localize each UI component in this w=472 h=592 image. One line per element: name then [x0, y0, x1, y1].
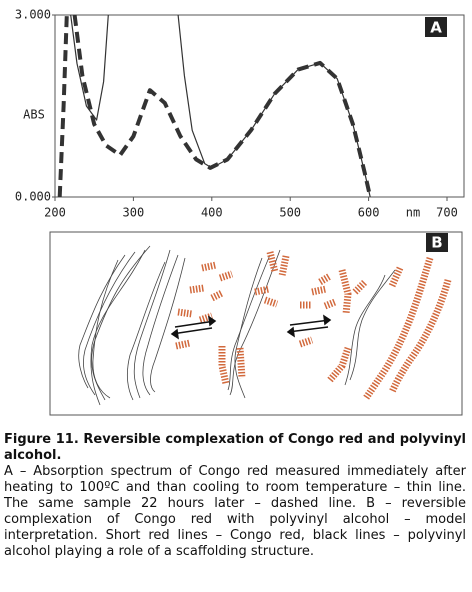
- x-axis-label: nm: [406, 206, 420, 220]
- dye: [338, 269, 352, 315]
- dye: [388, 266, 404, 288]
- dye-molecules: [175, 251, 452, 400]
- x-tick-label: 400: [201, 206, 223, 220]
- dye: [198, 312, 214, 324]
- chain: [133, 249, 171, 399]
- dye: [352, 279, 368, 295]
- dye: [201, 261, 217, 272]
- dye: [327, 346, 352, 383]
- chain: [90, 249, 146, 406]
- panel-label: B: [431, 234, 442, 252]
- y-tick-label: 0.000: [15, 190, 51, 204]
- chain: [78, 254, 126, 389]
- arrow: [174, 320, 216, 328]
- chain: [227, 254, 271, 391]
- x-tick-label: 700: [436, 206, 458, 220]
- dye: [318, 272, 332, 286]
- panel-label-box: [426, 233, 448, 252]
- chain: [92, 259, 119, 399]
- dye: [218, 270, 234, 282]
- dye: [388, 279, 452, 394]
- x-tick-label: 500: [279, 206, 301, 220]
- dye: [189, 284, 205, 294]
- arrow-head: [208, 315, 217, 327]
- equilibrium-arrows: [170, 314, 332, 340]
- arrow-head: [286, 326, 295, 338]
- arrow: [287, 326, 329, 333]
- chain: [127, 261, 166, 401]
- chain: [344, 274, 386, 386]
- dye: [363, 256, 434, 400]
- caption-title: Figure 11. Reversible complexation of Co…: [4, 432, 466, 463]
- polymer-chains: [78, 245, 396, 406]
- chain: [229, 249, 281, 396]
- dye: [323, 298, 337, 310]
- panel-frame: [49, 231, 463, 416]
- dye: [175, 339, 191, 350]
- caption-body: A – Absorption spectrum of Congo red mea…: [4, 464, 466, 559]
- chain: [234, 257, 263, 399]
- arrow-head: [170, 328, 179, 340]
- arrow-head: [323, 314, 332, 326]
- arrow: [171, 327, 213, 335]
- caption: Figure 11. Reversible complexation of Co…: [4, 432, 466, 560]
- dye: [311, 285, 327, 296]
- x-tick-label: 600: [358, 206, 380, 220]
- x-tick-label: 200: [44, 206, 66, 220]
- dye: [263, 296, 279, 308]
- figure: A ABS nm B: [15, 8, 465, 416]
- dye: [266, 251, 279, 273]
- panel-label-box: [425, 17, 447, 37]
- dye: [254, 285, 270, 296]
- plot-frame: [54, 14, 465, 198]
- arrow: [289, 319, 331, 326]
- series-line: [70, 15, 371, 197]
- y-axis-label: ABS: [23, 108, 45, 122]
- dye: [177, 308, 193, 318]
- dye: [210, 289, 224, 302]
- y-tick-label: 3.000: [15, 8, 51, 22]
- diagram: B: [49, 231, 463, 416]
- chain: [142, 254, 179, 396]
- panel-label: A: [430, 19, 442, 37]
- dye: [218, 346, 230, 385]
- dye: [278, 255, 290, 277]
- chain: [83, 251, 136, 396]
- chain: [349, 269, 396, 381]
- dye: [236, 347, 246, 379]
- x-tick-label: 300: [123, 206, 145, 220]
- chain: [150, 257, 186, 393]
- dye: [298, 336, 314, 348]
- series-line: [57, 15, 373, 197]
